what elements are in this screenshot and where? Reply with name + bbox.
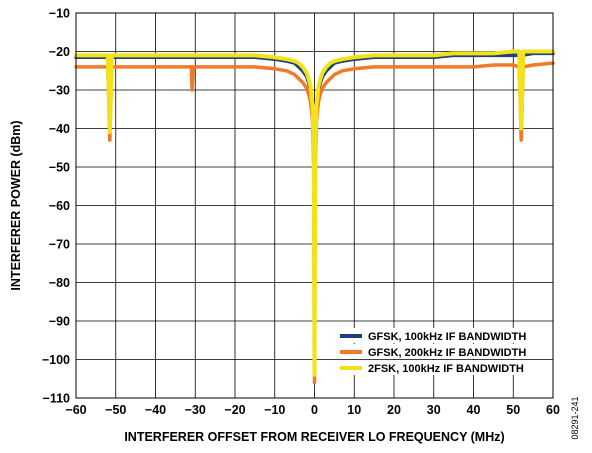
y-tick-label: −50	[49, 161, 70, 175]
y-tick-label: −110	[43, 392, 71, 406]
legend-entry-background	[336, 328, 548, 343]
x-tick-label: 20	[387, 403, 401, 417]
legend-label: GFSK, 200kHz IF BANDWIDTH	[368, 347, 526, 359]
x-tick-label: 40	[467, 403, 481, 417]
x-tick-label: 10	[347, 403, 361, 417]
x-tick-label: −30	[185, 403, 206, 417]
x-tick-label: 60	[546, 403, 560, 417]
x-tick-labels: −60 −50 −40 −30 −20 −10 0 10 20 30 40 50 60	[65, 403, 560, 417]
y-tick-label: −70	[49, 238, 70, 252]
series-lines	[74, 49, 555, 385]
x-tick-label: −50	[105, 403, 126, 417]
legend-label: 2FSK, 100kHz IF BANDWIDTH	[368, 363, 524, 375]
x-tick-label: −60	[65, 403, 86, 417]
x-tick-label: −10	[264, 403, 285, 417]
series-line-3	[74, 49, 555, 377]
y-axis-title: INTERFERER POWER (dBm)	[9, 120, 23, 290]
plot-frame	[75, 12, 554, 399]
y-tick-label: −80	[49, 276, 70, 290]
y-tick-label: −40	[49, 122, 70, 136]
legend-label: GFSK, 100kHz IF BANDWIDTH	[368, 331, 526, 343]
x-tick-label: 0	[311, 403, 318, 417]
x-tick-label: 30	[427, 403, 441, 417]
legend: GFSK, 100kHz IF BANDWIDTH GFSK, 200kHz IF…	[336, 328, 548, 375]
x-tick-label: −20	[224, 403, 245, 417]
y-tick-label: −30	[49, 84, 70, 98]
y-tick-label: −100	[42, 353, 70, 367]
legend-entry-background	[336, 344, 548, 359]
y-tick-label: −20	[49, 45, 70, 59]
y-tick-label: −60	[49, 199, 70, 213]
y-tick-labels: −10 −20 −30 −40 −50 −60 −70 −80 −90 −100 −110	[42, 7, 70, 406]
y-tick-label: −90	[49, 315, 70, 329]
x-tick-label: −40	[145, 403, 166, 417]
figure-id: 08291-241	[570, 396, 580, 439]
y-tick-label: −10	[49, 7, 70, 21]
x-axis-title: INTERFERER OFFSET FROM RECEIVER LO FREQU…	[124, 430, 504, 444]
x-tick-label: 50	[506, 403, 520, 417]
legend-entry-background	[336, 360, 548, 375]
